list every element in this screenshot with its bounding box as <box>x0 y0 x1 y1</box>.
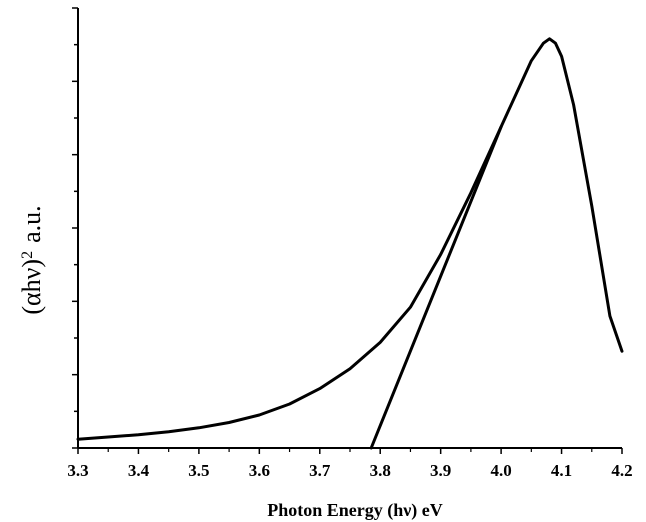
x-tick-label: 3.8 <box>370 461 391 480</box>
x-tick-label: 4.1 <box>551 461 572 480</box>
x-tick-label: 3.3 <box>67 461 88 480</box>
x-tick-label: 3.5 <box>188 461 209 480</box>
y-axis-title-unit: a.u. <box>17 205 46 243</box>
x-tick-label: 4.2 <box>611 461 632 480</box>
y-axis-title: (αhν)2 a.u. <box>17 205 46 314</box>
x-axis-title: Photon Energy (hν) eV <box>267 500 443 521</box>
y-axis-title-base: (αhν) <box>17 259 46 315</box>
x-tick-label: 3.4 <box>128 461 150 480</box>
y-axis-title-superscript: 2 <box>19 251 36 259</box>
absorption-curve <box>76 37 624 441</box>
x-tick-label: 3.7 <box>309 461 331 480</box>
x-tick-label: 3.9 <box>430 461 451 480</box>
x-tick-label: 4.0 <box>490 461 511 480</box>
tauc-tangent-line <box>369 125 503 450</box>
x-tick-label: 3.6 <box>249 461 270 480</box>
